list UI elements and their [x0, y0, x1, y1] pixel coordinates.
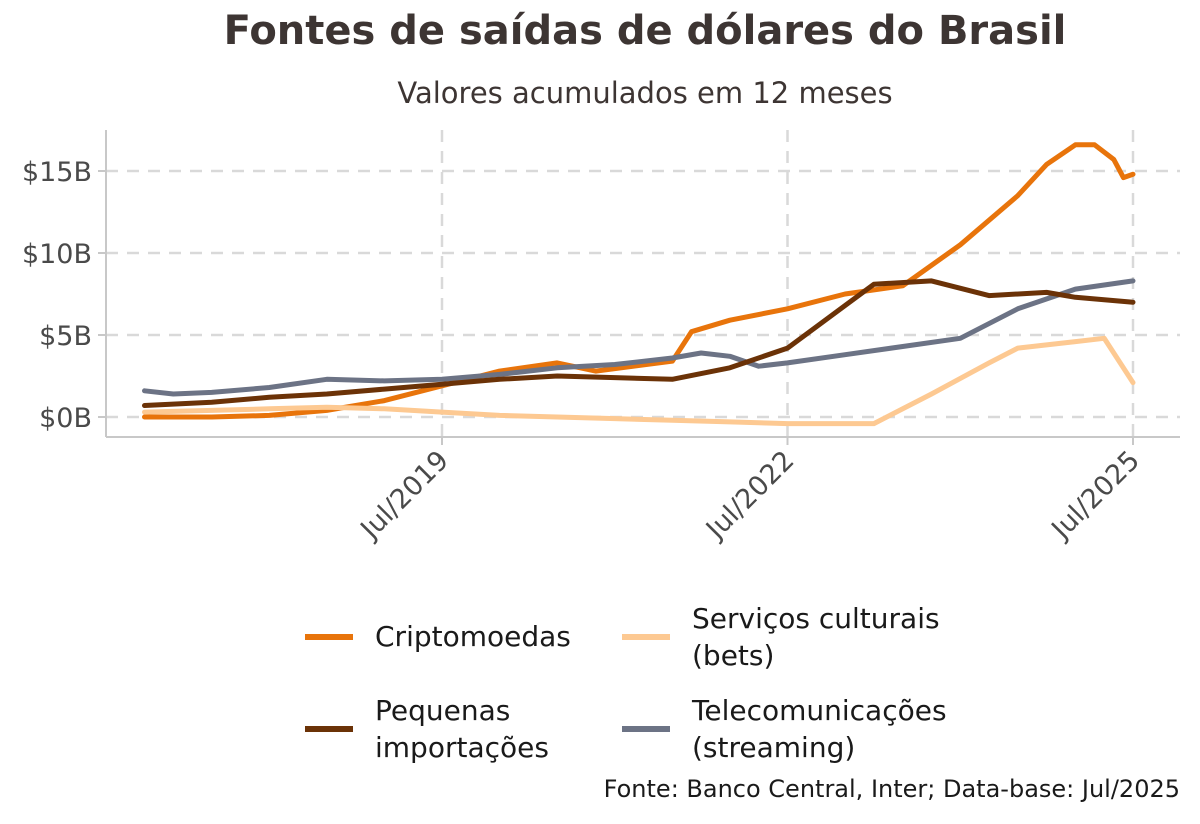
series-layer [142, 142, 1136, 427]
tick-layer: $0B $5B $10B $15B Jul/2019 Jul/2022 Jul/2025 [22, 157, 1146, 546]
legend: Criptomoedas Pequenas importações Serviç… [305, 598, 1005, 768]
legend-item-telecomunicacoes: Telecomunicações (streaming) [622, 692, 992, 766]
chart-caption: Fonte: Banco Central, Inter; Data-base: … [603, 775, 1180, 803]
line-chart: $0B $5B $10B $15B Jul/2019 Jul/2022 Jul/2025 [22, 130, 1180, 546]
legend-item-pequenas-importacoes: Pequenas importações [305, 692, 575, 766]
legend-label-telecomunicacoes: Telecomunicações (streaming) [692, 694, 947, 764]
legend-item-servicos-culturais: Serviços culturais (bets) [622, 600, 982, 674]
legend-label-servicos-culturais: Serviços culturais (bets) [692, 602, 940, 672]
series-line-4 [142, 278, 1136, 397]
legend-swatch-criptomoedas [305, 633, 353, 640]
x-tick-label: Jul/2022 [699, 445, 800, 546]
series-line-3 [142, 335, 1136, 427]
series-line-2 [142, 278, 1136, 408]
legend-swatch-servicos-culturais [622, 634, 670, 640]
y-tick-label: $10B [22, 239, 92, 270]
chart-subtitle: Valores acumulados em 12 meses [397, 76, 893, 110]
legend-label-criptomoedas: Criptomoedas [375, 620, 571, 653]
series-line-1 [142, 142, 1136, 420]
legend-item-criptomoedas: Criptomoedas [305, 618, 675, 655]
x-tick-label: Jul/2019 [354, 445, 455, 546]
axis-layer [105, 130, 1180, 438]
y-tick-label: $5B [39, 321, 92, 352]
legend-swatch-telecomunicacoes [622, 726, 670, 732]
chart-title: Fontes de saídas de dólares do Brasil [223, 8, 1067, 54]
legend-label-pequenas-importacoes: Pequenas importações [375, 694, 549, 764]
y-tick-label: $0B [39, 403, 92, 434]
x-tick-label: Jul/2025 [1045, 445, 1146, 546]
grid-layer [106, 130, 1180, 437]
legend-swatch-pequenas-importacoes [305, 726, 353, 732]
y-tick-label: $15B [22, 157, 92, 188]
